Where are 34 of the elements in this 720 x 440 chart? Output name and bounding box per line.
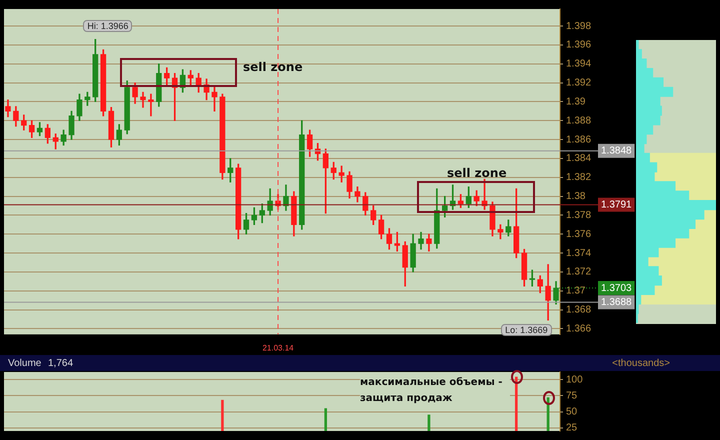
y-tick-label: 1.392 [566, 78, 592, 89]
y-tick-label: 1.368 [566, 304, 592, 316]
y-tick-label: 1.378 [566, 210, 592, 221]
chart-title: Volume [8, 358, 42, 369]
x-tick-label: 21.03.14 [262, 343, 294, 352]
y-tick-label: 75 [566, 390, 578, 402]
y-tick-label: 1.38 [566, 191, 586, 202]
y-tick-label: 1.37 [566, 286, 586, 297]
annotation: sell zone [447, 166, 507, 180]
y-tick-label: 1.396 [566, 40, 592, 51]
y-tick-label: 1.376 [566, 228, 592, 240]
y-tick-label: 1.382 [566, 172, 592, 184]
y-tick-label: 1.372 [566, 266, 592, 278]
y-tick-label: 1.39 [566, 96, 586, 108]
text: 1.3703 [601, 282, 632, 294]
annotation: максимальные объемы - защита продаж [360, 375, 510, 407]
y-tick-label: 1.398 [566, 20, 592, 32]
ref-line-label: 1.3688 [601, 296, 632, 308]
y-tick-label: 1.394 [566, 58, 592, 70]
y-tick-label: 1.384 [566, 153, 592, 164]
y-tick-label: 50 [566, 406, 578, 418]
y-tick-label: 1.374 [566, 248, 592, 259]
y-tick-label: 1.386 [566, 134, 592, 146]
y-tick-label: 25 [566, 422, 578, 434]
chart-subtitle: 1,764 [48, 358, 74, 369]
y-tick-label: 100 [566, 374, 584, 386]
annotation: Lo: 1.3669 [501, 324, 552, 336]
ref-line-label: 1.3791 [601, 200, 632, 211]
y-tick-label: 1.388 [566, 115, 592, 126]
text: <thousands> [612, 358, 670, 369]
y-tick-label: 1.366 [566, 323, 592, 334]
annotation: sell zone [243, 60, 303, 74]
annotation: Hi: 1.3966 [83, 20, 132, 32]
ref-line-label: 1.3848 [601, 146, 632, 157]
